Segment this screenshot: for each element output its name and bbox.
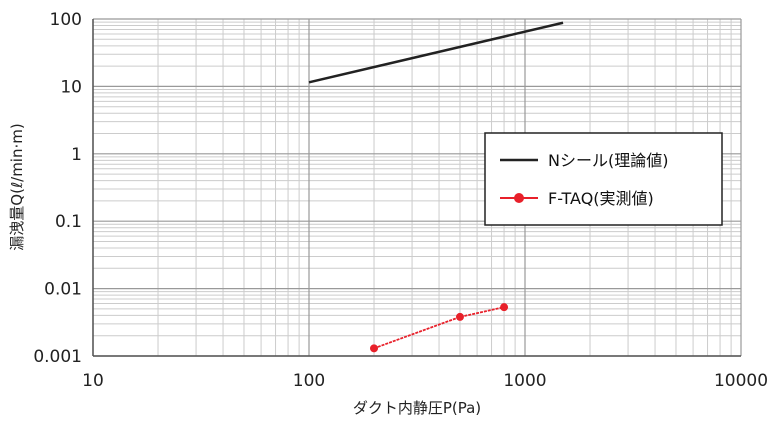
legend-label-measured: F-TAQ(実測値): [548, 189, 654, 208]
data-point: [500, 303, 509, 312]
y-tick-labels: 0.001 0.01 0.1 1 10 100: [33, 10, 82, 367]
y-axis-title: 漏洩量Q(ℓ/min·m): [8, 123, 26, 250]
y-tick-label: 1: [71, 145, 82, 165]
series-line-1: [373, 306, 505, 350]
series-group: [308, 21, 564, 353]
y-tick-label: 100: [50, 10, 82, 30]
data-point: [455, 312, 464, 321]
legend-box: [484, 132, 723, 226]
data-point: [370, 344, 379, 353]
series-line-0: [308, 21, 564, 84]
legend: Nシール(理論値) F-TAQ(実測値): [484, 132, 723, 226]
y-tick-label: 10: [60, 77, 82, 97]
x-tick-label: 100: [293, 371, 325, 391]
legend-label-theory: Nシール(理論値): [548, 151, 668, 170]
y-tick-label: 0.01: [44, 280, 82, 300]
x-tick-label: 10000: [714, 371, 768, 391]
y-tick-label: 0.001: [33, 347, 82, 367]
axes: [92, 19, 741, 357]
x-tick-labels: 10 100 1000 10000: [82, 371, 768, 391]
x-tick-label: 10: [82, 371, 104, 391]
x-axis-title: ダクト内静圧P(Pa): [353, 399, 481, 417]
y-tick-label: 0.1: [55, 212, 82, 232]
legend-marker-measured: [514, 193, 524, 203]
x-tick-label: 1000: [503, 371, 546, 391]
